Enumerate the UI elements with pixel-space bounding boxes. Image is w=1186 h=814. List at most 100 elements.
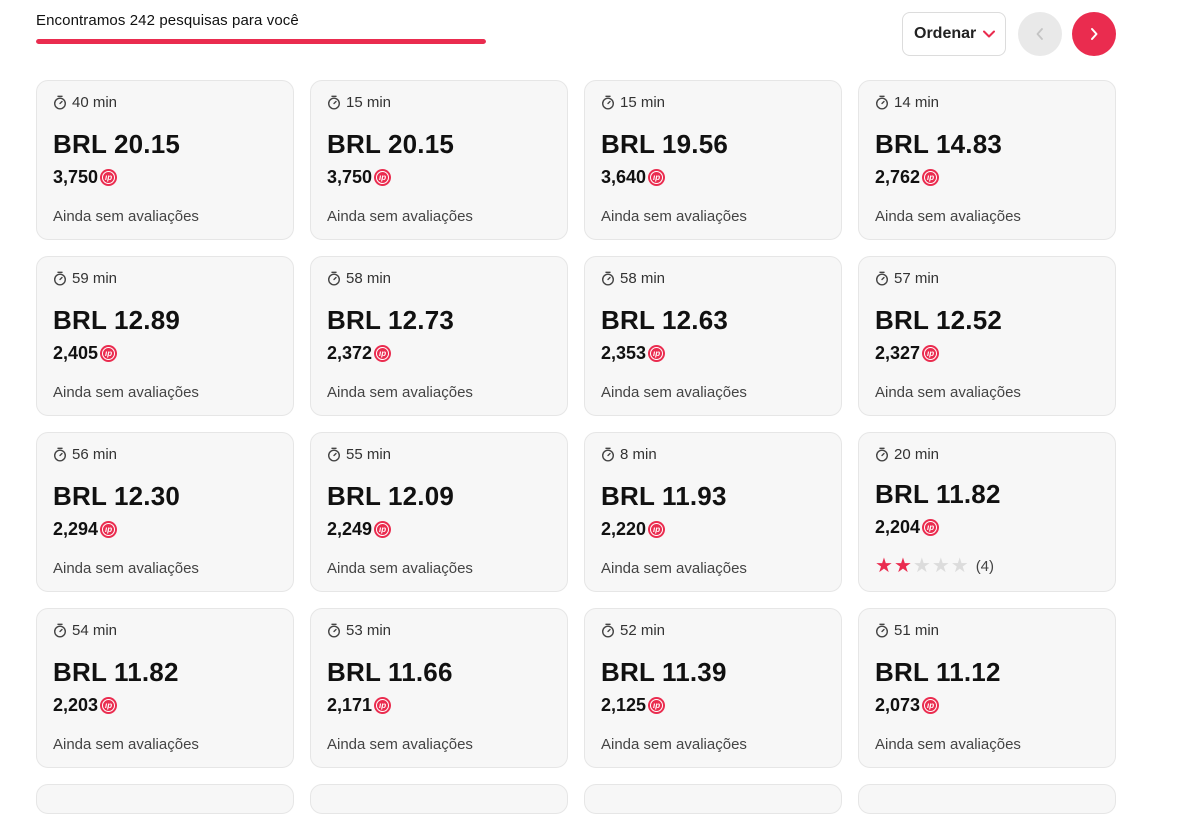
points-coin-icon: ıp	[922, 169, 940, 186]
reviews-status: Ainda sem avaliações	[53, 208, 199, 225]
previous-page-button[interactable]	[1018, 12, 1062, 56]
result-card[interactable]: 55 min BRL 12.09 2,249 ıp Ainda sem avaliaçõ…	[310, 432, 568, 592]
duration: 15 min	[601, 94, 665, 111]
stopwatch-icon	[875, 271, 889, 286]
duration-text: 14 min	[894, 94, 940, 111]
duration-text: 8 min	[620, 446, 657, 463]
result-card-partial[interactable]	[858, 784, 1116, 814]
points: 2,204 ıp	[875, 517, 940, 538]
points: 3,640 ıp	[601, 167, 666, 188]
price: BRL 11.82	[875, 479, 1001, 509]
points-coin-icon: ıp	[100, 521, 118, 538]
points-value: 2,405	[53, 343, 99, 363]
points-value: 2,372	[327, 343, 373, 363]
points-value: 3,750	[53, 167, 99, 187]
chevron-down-icon	[982, 27, 996, 41]
points-value: 2,327	[875, 343, 921, 363]
points-coin-icon: ıp	[100, 697, 118, 714]
result-card[interactable]: 15 min BRL 19.56 3,640 ıp Ainda sem avaliaçõ…	[584, 80, 842, 240]
price: BRL 12.52	[875, 305, 1003, 335]
star-icon: ★	[950, 555, 969, 577]
result-card[interactable]: 20 min BRL 11.82 2,204 ıp ★ ★ ★ ★ ★ (4)	[858, 432, 1116, 592]
points-value: 2,204	[875, 517, 921, 537]
points: 2,073 ıp	[875, 695, 940, 716]
reviews-status: Ainda sem avaliações	[875, 208, 1021, 225]
stopwatch-icon	[53, 271, 67, 286]
points-value: 2,294	[53, 519, 99, 539]
points: 2,372 ıp	[327, 343, 392, 364]
result-card-partial[interactable]	[584, 784, 842, 814]
points-value: 2,762	[875, 167, 921, 187]
result-card-partial[interactable]	[36, 784, 294, 814]
stopwatch-icon	[327, 95, 341, 110]
price: BRL 14.83	[875, 129, 1003, 159]
points: 2,405 ıp	[53, 343, 118, 364]
points-value: 2,249	[327, 519, 373, 539]
stopwatch-icon	[601, 95, 615, 110]
points-coin-icon: ıp	[922, 519, 940, 536]
duration: 20 min	[875, 446, 939, 463]
points-coin-icon: ıp	[374, 697, 392, 714]
price: BRL 12.89	[53, 305, 181, 335]
stopwatch-icon	[875, 447, 889, 462]
price: BRL 11.12	[875, 657, 1001, 687]
reviews-status: Ainda sem avaliações	[53, 384, 199, 401]
result-card[interactable]: 53 min BRL 11.66 2,171 ıp Ainda sem avaliaçõ…	[310, 608, 568, 768]
stopwatch-icon	[53, 623, 67, 638]
search-progress-fill	[36, 39, 486, 44]
result-card[interactable]: 40 min BRL 20.15 3,750 ıp Ainda sem avaliaçõ…	[36, 80, 294, 240]
stopwatch-icon	[327, 271, 341, 286]
price: BRL 11.82	[53, 657, 179, 687]
price: BRL 12.73	[327, 305, 455, 335]
result-card[interactable]: 57 min BRL 12.52 2,327 ıp Ainda sem avaliaçõ…	[858, 256, 1116, 416]
result-card[interactable]: 59 min BRL 12.89 2,405 ıp Ainda sem avaliaçõ…	[36, 256, 294, 416]
stopwatch-icon	[53, 447, 67, 462]
points: 2,203 ıp	[53, 695, 118, 716]
points-coin-icon: ıp	[374, 345, 392, 362]
duration: 55 min	[327, 446, 391, 463]
rating: ★ ★ ★ ★ ★ (4)	[875, 556, 994, 576]
reviews-status: Ainda sem avaliações	[327, 208, 473, 225]
reviews-status: Ainda sem avaliações	[327, 384, 473, 401]
points: 2,249 ıp	[327, 519, 392, 540]
duration-text: 58 min	[620, 270, 666, 287]
points: 2,762 ıp	[875, 167, 940, 188]
result-card[interactable]: 58 min BRL 12.73 2,372 ıp Ainda sem avaliaçõ…	[310, 256, 568, 416]
reviews-status: Ainda sem avaliações	[53, 736, 199, 753]
result-card[interactable]: 56 min BRL 12.30 2,294 ıp Ainda sem avaliaçõ…	[36, 432, 294, 592]
duration-text: 57 min	[894, 270, 940, 287]
duration: 56 min	[53, 446, 117, 463]
result-card[interactable]: 54 min BRL 11.82 2,203 ıp Ainda sem avaliaçõ…	[36, 608, 294, 768]
reviews-status: Ainda sem avaliações	[601, 384, 747, 401]
duration: 51 min	[875, 622, 939, 639]
reviews-status: Ainda sem avaliações	[601, 736, 747, 753]
duration-text: 20 min	[894, 446, 940, 463]
stopwatch-icon	[327, 447, 341, 462]
price: BRL 11.39	[601, 657, 727, 687]
result-card[interactable]: 52 min BRL 11.39 2,125 ıp Ainda sem avaliaçõ…	[584, 608, 842, 768]
sort-button-label: Ordenar	[914, 25, 977, 42]
next-page-button[interactable]	[1072, 12, 1116, 56]
sort-button[interactable]: Ordenar	[902, 12, 1006, 56]
chevron-left-icon	[1036, 28, 1043, 40]
result-card[interactable]: 8 min BRL 11.93 2,220 ıp Ainda sem avaliaçõe…	[584, 432, 842, 592]
result-card[interactable]: 58 min BRL 12.63 2,353 ıp Ainda sem avaliaçõ…	[584, 256, 842, 416]
duration-text: 52 min	[620, 622, 666, 639]
duration-text: 59 min	[72, 270, 118, 287]
reviews-status: Ainda sem avaliações	[327, 736, 473, 753]
result-card[interactable]: 15 min BRL 20.15 3,750 ıp Ainda sem avaliaçõ…	[310, 80, 568, 240]
points-coin-icon: ıp	[374, 169, 392, 186]
result-card[interactable]: 14 min BRL 14.83 2,762 ıp Ainda sem avaliaçõ…	[858, 80, 1116, 240]
duration-text: 40 min	[72, 94, 118, 111]
points: 2,353 ıp	[601, 343, 666, 364]
points-coin-icon: ıp	[922, 697, 940, 714]
chevron-right-icon	[1091, 28, 1098, 40]
price: BRL 20.15	[53, 129, 181, 159]
points-value: 2,171	[327, 695, 373, 715]
duration: 52 min	[601, 622, 665, 639]
result-card[interactable]: 51 min BRL 11.12 2,073 ıp Ainda sem avaliaçõ…	[858, 608, 1116, 768]
points-value: 2,220	[601, 519, 647, 539]
result-card-partial[interactable]	[310, 784, 568, 814]
duration: 57 min	[875, 270, 939, 287]
results-summary: Encontramos 242 pesquisas para você	[36, 12, 299, 29]
